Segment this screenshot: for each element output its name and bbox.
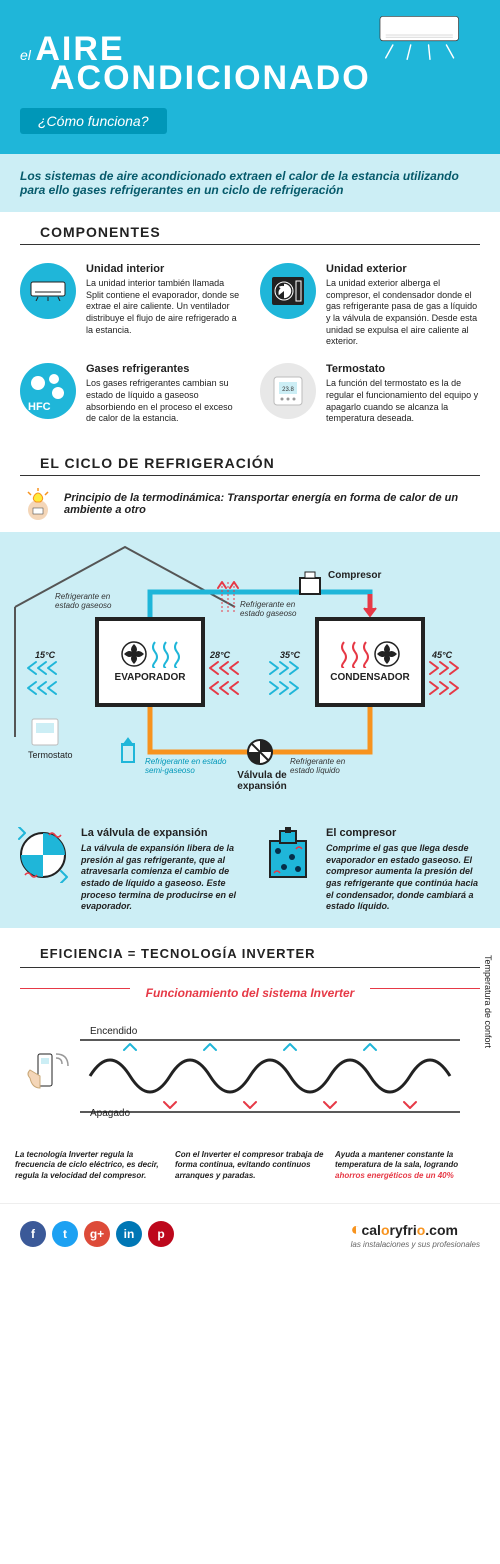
temp-label: 35°C — [280, 650, 300, 660]
valvula-label: Válvula de expansión — [232, 770, 292, 792]
inverter-tri-text: La tecnología Inverter regula la frecuen… — [0, 1138, 500, 1193]
condensador-label: CONDENSADOR — [330, 672, 409, 683]
pipe-label: Refrigerante en estado gaseoso — [55, 592, 125, 610]
refrigeration-diagram: EVAPORADOR CONDENSADOR 15°C 28°C 35°C 45… — [0, 532, 500, 812]
wave-cold-icon — [162, 640, 170, 668]
ciclo-principio-text: Principio de la termodinámica: Transport… — [64, 492, 480, 516]
componentes-grid: Unidad interior La unidad interior tambi… — [0, 245, 500, 443]
inverter-header: Funcionamiento del sistema Inverter — [0, 968, 500, 1008]
card-text: La válvula de expansión libera de la pre… — [81, 843, 240, 913]
outdoor-unit-icon — [260, 263, 316, 319]
fan-icon — [120, 640, 148, 668]
brand[interactable]: ◐caloryfrio.com las instalaciones y sus … — [351, 1219, 480, 1249]
footer: f t g+ in p ◐caloryfrio.com las instalac… — [0, 1203, 500, 1264]
inverter-chart: Encendido Apagado Temperatura de confort — [20, 1008, 480, 1138]
pipe-label: Refrigerante en estado semi-gaseoso — [145, 757, 235, 775]
comp-title: Unidad exterior — [326, 263, 480, 275]
fan-icon — [373, 640, 401, 668]
wave-hot-icon — [340, 640, 348, 668]
condensador-box: CONDENSADOR — [315, 617, 425, 707]
compresor-label: Compresor — [328, 570, 381, 581]
brand-tagline: las instalaciones y sus profesionales — [351, 1240, 480, 1249]
card-title: La válvula de expansión — [81, 827, 240, 839]
componente-item: HFC Gases refrigerantes Los gases refrig… — [20, 363, 240, 425]
comp-text: La unidad interior también llamada Split… — [86, 278, 240, 336]
wave-cold-icon — [151, 640, 159, 668]
header: el AIRE ACONDICIONADO ¿Cómo funciona? — [0, 0, 500, 154]
inverter-wave-icon — [80, 1036, 460, 1116]
cold-arrows-icon — [268, 660, 318, 700]
ciclo-principio: Principio de la termodinámica: Transport… — [0, 476, 500, 532]
explanation-cards: La válvula de expansión La válvula de ex… — [0, 812, 500, 928]
inv-text: La tecnología Inverter regula la frecuen… — [15, 1150, 165, 1181]
comp-title: Gases refrigerantes — [86, 363, 240, 375]
card-compresor: El compresor Comprime el gas que llega d… — [260, 827, 485, 913]
svg-text:23.8: 23.8 — [282, 387, 294, 393]
card-title: El compresor — [326, 827, 485, 839]
temp-label: 15°C — [35, 650, 55, 660]
comp-title: Unidad interior — [86, 263, 240, 275]
hfc-icon: HFC — [20, 363, 76, 419]
card-valvula: La válvula de expansión La válvula de ex… — [15, 827, 240, 913]
indoor-unit-icon — [20, 263, 76, 319]
hot-arrows-icon — [428, 660, 488, 700]
comp-title: Termostato — [326, 363, 480, 375]
evaporador-label: EVAPORADOR — [115, 672, 186, 683]
temp-confort-label: Temperatura de confort — [483, 955, 493, 1048]
wave-hot-icon — [362, 640, 370, 668]
componente-item: Unidad interior La unidad interior tambi… — [20, 263, 240, 348]
temp-label: 45°C — [432, 650, 452, 660]
wave-cold-icon — [173, 640, 181, 668]
linkedin-icon[interactable]: in — [116, 1221, 142, 1247]
social-icons: f t g+ in p — [20, 1221, 174, 1247]
valve-diagram-icon — [15, 827, 71, 883]
termostato-label: Termostato — [28, 750, 73, 760]
pipe-label: Refrigerante en estado líquido — [290, 757, 370, 775]
facebook-icon[interactable]: f — [20, 1221, 46, 1247]
gplus-icon[interactable]: g+ — [84, 1221, 110, 1247]
inv-text: Ayuda a mantener constante la temperatur… — [335, 1150, 485, 1181]
section-ciclo-title: EL CICLO DE REFRIGERACIÓN — [20, 443, 480, 476]
componente-item: Unidad exterior La unidad exterior alber… — [260, 263, 480, 348]
ac-unit-icon — [360, 15, 490, 65]
pipe-label: Refrigerante en estado gaseoso — [240, 600, 310, 618]
remote-hand-icon — [20, 1048, 70, 1098]
intro-text: Los sistemas de aire acondicionado extra… — [0, 154, 500, 212]
header-subtitle: ¿Cómo funciona? — [20, 108, 167, 134]
componente-item: 23.8 Termostato La función del termostat… — [260, 363, 480, 425]
comp-text: La función del termostato es la de regul… — [326, 378, 480, 425]
compressor-diagram-icon — [260, 827, 316, 883]
section-componentes-title: COMPONENTES — [20, 212, 480, 245]
thermostat-mini-icon — [30, 717, 60, 747]
section-eficiencia-title: EFICIENCIA = TECNOLOGÍA INVERTER — [20, 928, 480, 968]
cold-arrows-icon — [18, 660, 88, 700]
thermostat-icon: 23.8 — [260, 363, 316, 419]
inv-text: Con el Inverter el compresor trabaja de … — [175, 1150, 325, 1181]
evaporador-box: EVAPORADOR — [95, 617, 205, 707]
comp-text: La unidad exterior alberga el compresor,… — [326, 278, 480, 348]
hot-arrows-icon — [208, 660, 258, 700]
header-el: el — [20, 47, 31, 63]
hfc-label: HFC — [28, 401, 51, 413]
pinterest-icon[interactable]: p — [148, 1221, 174, 1247]
twitter-icon[interactable]: t — [52, 1221, 78, 1247]
wave-hot-icon — [351, 640, 359, 668]
comp-text: Los gases refrigerantes cambian su estad… — [86, 378, 240, 425]
idea-icon — [20, 486, 56, 522]
card-text: Comprime el gas que llega desde evaporad… — [326, 843, 485, 913]
temp-label: 28°C — [210, 650, 230, 660]
